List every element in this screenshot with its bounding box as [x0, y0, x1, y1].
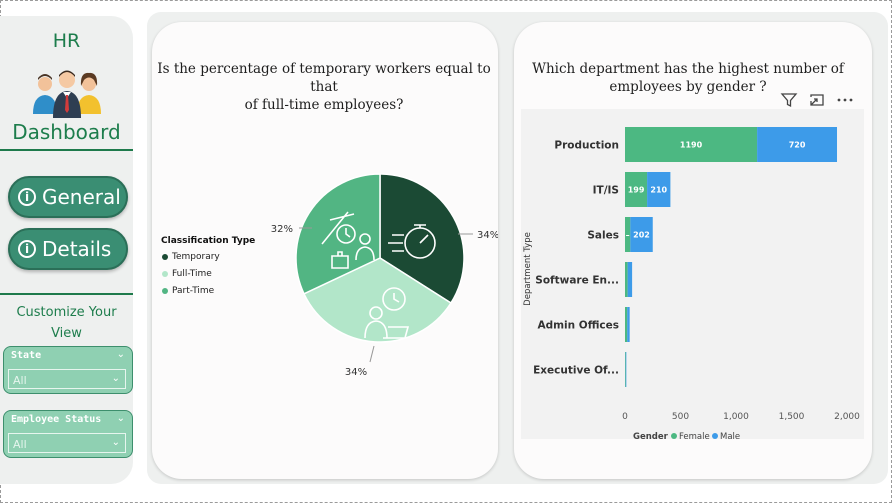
- info-icon: i: [18, 240, 36, 258]
- sidebar: HR Dashboard i General i Details Customi…: [0, 16, 133, 484]
- state-slicer: State ⌄ All ⌄: [3, 346, 133, 394]
- category-label: Sales: [587, 230, 619, 242]
- visual-header-toolbar: [780, 92, 854, 108]
- x-tick-label: 2,000: [834, 412, 860, 422]
- bar-female[interactable]: [625, 127, 758, 162]
- category-label: Software En...: [535, 275, 619, 287]
- pie-slice-full-time[interactable]: [302, 257, 452, 343]
- legend-label: Full-Time: [172, 269, 212, 279]
- details-button-label: Details: [42, 237, 112, 261]
- bar-data-label: 1190: [680, 141, 703, 150]
- legend-dot: [162, 271, 168, 277]
- bar-male[interactable]: [627, 307, 630, 342]
- category-label: Production: [554, 140, 619, 152]
- legend-dot: [712, 433, 718, 439]
- chevron-down-icon[interactable]: ⌄: [116, 349, 125, 360]
- employee-status-dropdown[interactable]: All ⌄: [8, 433, 126, 453]
- bar-male[interactable]: [647, 172, 671, 207]
- state-dropdown-value: All: [13, 374, 27, 387]
- bar-female[interactable]: [625, 352, 626, 387]
- app-title-dashboard: Dashboard: [12, 120, 121, 144]
- category-label: Executive Of...: [533, 365, 619, 377]
- bar-male[interactable]: [757, 127, 838, 162]
- pie-data-label: 34%: [345, 367, 367, 378]
- customize-heading: Customize Your View: [0, 302, 133, 344]
- x-tick-label: 1,500: [779, 412, 805, 422]
- bar-female[interactable]: [625, 217, 631, 252]
- legend-dot: [162, 254, 168, 260]
- legend-dot: [671, 433, 677, 439]
- main-content: Is the percentage of temporary workers e…: [147, 12, 888, 484]
- pie-title-line-2: of full-time employees?: [244, 97, 404, 113]
- details-page-button[interactable]: i Details: [8, 228, 128, 270]
- pie-slice-part-time[interactable]: [295, 173, 381, 295]
- filter-icon[interactable]: [780, 92, 798, 108]
- bar-legend-label[interactable]: Female: [679, 432, 710, 442]
- employees-icon: [33, 70, 101, 118]
- focus-mode-icon[interactable]: [808, 92, 826, 108]
- bar-data-label: –: [626, 231, 630, 240]
- legend-label: Part-Time: [172, 286, 215, 296]
- bar-data-label: 210: [650, 186, 667, 195]
- bar-male[interactable]: [630, 217, 653, 252]
- sidebar-divider: [0, 149, 133, 151]
- info-icon: i: [18, 188, 36, 206]
- employee-status-slicer: Employee Status ⌄ All ⌄: [3, 410, 133, 458]
- bar-legend-label[interactable]: Male: [720, 432, 740, 442]
- legend-label: Temporary: [172, 252, 220, 262]
- app-title-hr: HR: [52, 30, 81, 52]
- x-tick-label: 1,000: [723, 412, 749, 422]
- pie-legend-item[interactable]: Temporary: [162, 252, 220, 262]
- bar-female[interactable]: [625, 262, 628, 297]
- sidebar-divider: [0, 293, 133, 295]
- bar-female[interactable]: [625, 307, 628, 342]
- customize-line-1: Customize Your: [16, 305, 117, 320]
- pie-title-line-1: Is the percentage of temporary workers e…: [157, 61, 491, 95]
- bar-chart-title: Which department has the highest number …: [518, 60, 858, 96]
- pie-legend-item[interactable]: Full-Time: [162, 269, 212, 279]
- part-time-worker-icon: [321, 211, 375, 269]
- y-axis-title: Department Type: [523, 232, 533, 306]
- department-gender-bar-chart: Production 1190 720 IT/IS 199 210 Sales –202 Sof…: [523, 127, 860, 442]
- category-label: IT/IS: [593, 185, 619, 197]
- x-tick-label: 0: [622, 412, 628, 422]
- category-label: Admin Offices: [537, 320, 619, 332]
- employee-status-slicer-label: Employee Status: [11, 414, 102, 425]
- chevron-down-icon[interactable]: ⌄: [111, 437, 120, 448]
- x-tick-label: 500: [672, 412, 689, 422]
- pie-data-label: 32%: [271, 224, 293, 235]
- bar-male[interactable]: [627, 262, 633, 297]
- bar-title-line-2: employees by gender ?: [609, 79, 767, 95]
- general-page-button[interactable]: i General: [8, 176, 128, 218]
- department-gender-bar-card[interactable]: Which department has the highest number …: [514, 22, 872, 479]
- legend-dot: [162, 288, 168, 294]
- bar-data-label: 199: [628, 186, 645, 195]
- customize-line-2: View: [51, 326, 82, 341]
- pie-leader-line: [369, 345, 375, 363]
- employee-status-dropdown-value: All: [13, 438, 27, 451]
- stopwatch-speed-icon: [388, 224, 436, 259]
- pie-legend-item[interactable]: Part-Time: [162, 286, 214, 296]
- pie-legend-title: Classification Type: [161, 236, 256, 246]
- bar-legend-title: Gender: [633, 432, 669, 442]
- classification-pie-card[interactable]: Is the percentage of temporary workers e…: [152, 22, 498, 479]
- general-button-label: General: [42, 185, 121, 209]
- bar-title-line-1: Which department has the highest number …: [532, 61, 844, 77]
- state-slicer-label: State: [11, 350, 42, 361]
- classification-pie-chart: 34% 34% 32%: [271, 173, 498, 378]
- chevron-down-icon[interactable]: ⌄: [111, 373, 120, 384]
- state-dropdown[interactable]: All ⌄: [8, 369, 126, 389]
- pie-data-label: 34%: [477, 230, 498, 241]
- pie-chart-title: Is the percentage of temporary workers e…: [154, 60, 494, 114]
- chevron-down-icon[interactable]: ⌄: [116, 413, 125, 424]
- bar-male[interactable]: [625, 352, 627, 387]
- bar-female[interactable]: [625, 172, 648, 207]
- bar-data-label: 202: [633, 231, 650, 240]
- more-options-icon[interactable]: [836, 92, 854, 108]
- employee-clock-icon: [364, 287, 410, 339]
- bar-plot-area: [521, 109, 864, 439]
- bar-data-label: 720: [789, 141, 806, 150]
